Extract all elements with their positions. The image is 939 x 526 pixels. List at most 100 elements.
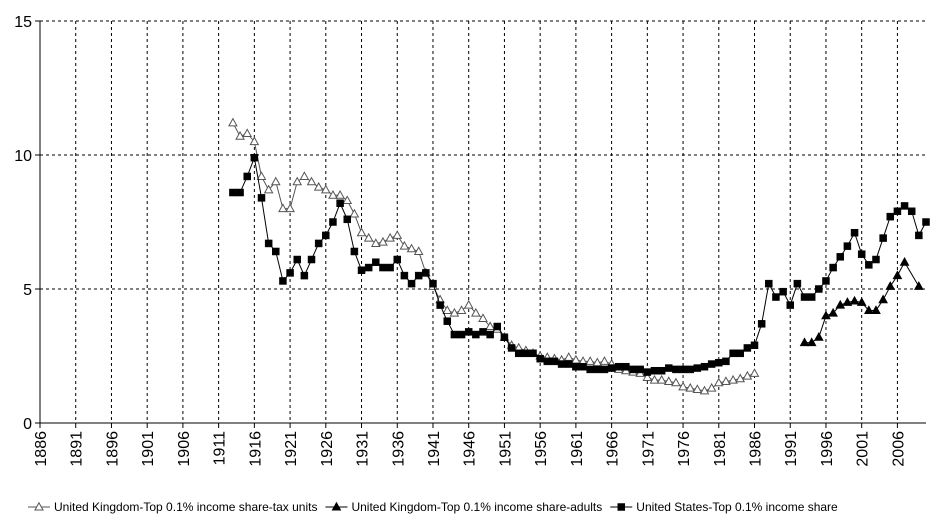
series-2 xyxy=(229,153,930,376)
legend-label: United Kingdom-Top 0.1% income share-adu… xyxy=(351,500,602,514)
series-1-point xyxy=(821,310,831,320)
series-0-point xyxy=(256,171,267,180)
series-0-point xyxy=(356,227,367,237)
y-tick-label: 5 xyxy=(23,282,32,299)
series-0-point xyxy=(649,374,660,384)
series-2-point xyxy=(322,231,330,240)
series-2-point xyxy=(357,266,366,274)
x-tick-label: 1981 xyxy=(712,431,729,467)
series-2-point xyxy=(264,239,273,248)
series-1-line xyxy=(804,261,920,344)
series-2-point xyxy=(557,360,566,368)
x-tick-label: 1996 xyxy=(819,431,836,467)
series-1-point xyxy=(835,299,846,309)
series-2-point xyxy=(815,285,823,293)
legend-marker xyxy=(617,503,626,511)
x-tick-label: 1911 xyxy=(212,431,229,466)
series-0-point xyxy=(285,203,295,213)
series-2-point xyxy=(400,271,409,280)
gridlines xyxy=(39,20,926,423)
series-0-point xyxy=(599,356,610,365)
series-0-point xyxy=(242,128,253,138)
x-tick-label: 1891 xyxy=(69,431,86,467)
series-0-point xyxy=(363,232,374,242)
x-tick-label: 1986 xyxy=(748,431,765,467)
series-2-point xyxy=(514,349,523,358)
series-0-point xyxy=(585,356,596,365)
series-0-point xyxy=(349,208,360,218)
legend: United Kingdom-Top 0.1% income share-tax… xyxy=(28,500,838,514)
series-0-point xyxy=(713,377,724,387)
series-1-point xyxy=(863,305,874,314)
series-2-point xyxy=(693,364,702,372)
series-2-point xyxy=(407,279,416,288)
series-1-point xyxy=(914,281,924,290)
series-2-point xyxy=(343,215,351,224)
series-2-point xyxy=(379,263,387,272)
series-2-point xyxy=(229,188,237,197)
series-2-point xyxy=(757,320,766,328)
series-0-point xyxy=(706,382,717,392)
series-2-point xyxy=(457,330,466,339)
series-0-point xyxy=(392,230,403,239)
x-tick-label: 1926 xyxy=(319,431,336,467)
series-2-point xyxy=(786,301,794,309)
series-0-point xyxy=(692,384,703,393)
series-2-point xyxy=(336,199,344,207)
series-2-point xyxy=(507,344,516,352)
series-2-point xyxy=(414,271,423,280)
series-2-point xyxy=(257,194,266,202)
legend-marker xyxy=(34,501,44,511)
legend-label: United Kingdom-Top 0.1% income share-tax… xyxy=(54,500,317,514)
series-0-point xyxy=(463,299,474,309)
legend-item-1: United Kingdom-Top 0.1% income share-adu… xyxy=(325,500,602,514)
series-2-point xyxy=(615,362,623,371)
series-2-point xyxy=(607,364,616,372)
series-1-point xyxy=(878,294,888,304)
series-0-point xyxy=(270,176,281,186)
series-2-point xyxy=(350,247,359,256)
series-0-point xyxy=(663,376,674,385)
series-0-point xyxy=(478,313,488,322)
series-2-point xyxy=(707,360,716,368)
series-2-point xyxy=(529,349,537,358)
series-1-point xyxy=(806,337,817,347)
series-2-point xyxy=(793,279,802,288)
series-2-point xyxy=(636,365,644,374)
series-2-point xyxy=(722,357,730,366)
series-2-point xyxy=(593,365,602,374)
series-0-point xyxy=(449,307,460,317)
series-0-point xyxy=(370,238,381,247)
series-2-point xyxy=(522,349,530,358)
series-1-point xyxy=(885,281,896,290)
series-2-point xyxy=(472,330,480,339)
series-2-point xyxy=(279,277,287,285)
series-2-point xyxy=(436,301,444,309)
x-tick-label: 2006 xyxy=(890,431,907,467)
series-2-point xyxy=(822,277,830,285)
series-2-point xyxy=(843,242,852,250)
series-2-point xyxy=(464,328,473,336)
series-2-point xyxy=(393,255,402,264)
series-0-point xyxy=(728,374,738,384)
series-2-point xyxy=(836,253,845,261)
legend-item-0: United Kingdom-Top 0.1% income share-tax… xyxy=(28,500,317,514)
series-2-point xyxy=(915,231,923,240)
series-0-point xyxy=(699,385,710,395)
series-2-point xyxy=(486,330,494,339)
series-0-point xyxy=(456,305,467,314)
series-0-point xyxy=(735,373,746,383)
series-2-point xyxy=(886,212,895,221)
series-2-point xyxy=(429,279,437,288)
series-2-point xyxy=(772,293,780,301)
axes: 1886 1891 1896 1901 1906 1911 1916 1921 1926 1931… xyxy=(14,14,926,467)
series-2-point xyxy=(779,287,787,296)
series-2-point xyxy=(293,255,301,264)
y-tick-label: 0 xyxy=(23,416,32,433)
x-tick-label: 1931 xyxy=(355,431,372,467)
series-0-point xyxy=(249,136,260,146)
series-2-point xyxy=(422,269,430,277)
series-0-point xyxy=(442,305,453,314)
series-1-point xyxy=(856,297,867,306)
